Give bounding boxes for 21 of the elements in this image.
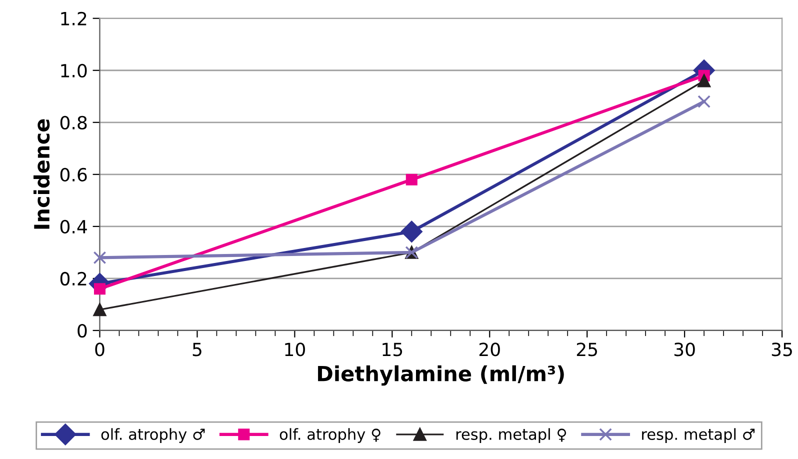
y-tick-label: 1.2 bbox=[61, 12, 86, 26]
y-tick-label: 0.2 bbox=[60, 272, 86, 286]
x-tick-label: 30 bbox=[674, 342, 695, 356]
legend-label: resp. metapl ♂ bbox=[642, 428, 755, 443]
x-tick-label: 0 bbox=[95, 342, 104, 356]
legend-label: olf. atrophy ♂ bbox=[101, 428, 205, 443]
x-tick-label: 10 bbox=[285, 342, 305, 356]
x-tick-label: 35 bbox=[772, 342, 792, 356]
x-tick-label: 25 bbox=[576, 342, 598, 356]
legend-label: olf. atrophy ♀ bbox=[280, 428, 380, 443]
legend-label: resp. metapl ♀ bbox=[456, 428, 566, 443]
x-tick-label: 5 bbox=[192, 342, 202, 356]
y-axis-title: Incidence bbox=[34, 119, 50, 229]
y-tick-label: 0 bbox=[78, 324, 87, 338]
y-tick-label: 0.4 bbox=[60, 220, 87, 234]
x-tick-label: 20 bbox=[479, 342, 500, 356]
y-tick-label: 0.6 bbox=[60, 168, 87, 182]
x-axis-title: Diethylamine (ml/m³) bbox=[318, 365, 564, 386]
x-tick-label: 15 bbox=[382, 342, 402, 356]
y-tick-label: 1.0 bbox=[61, 64, 87, 78]
y-tick-label: 0.8 bbox=[60, 116, 87, 130]
